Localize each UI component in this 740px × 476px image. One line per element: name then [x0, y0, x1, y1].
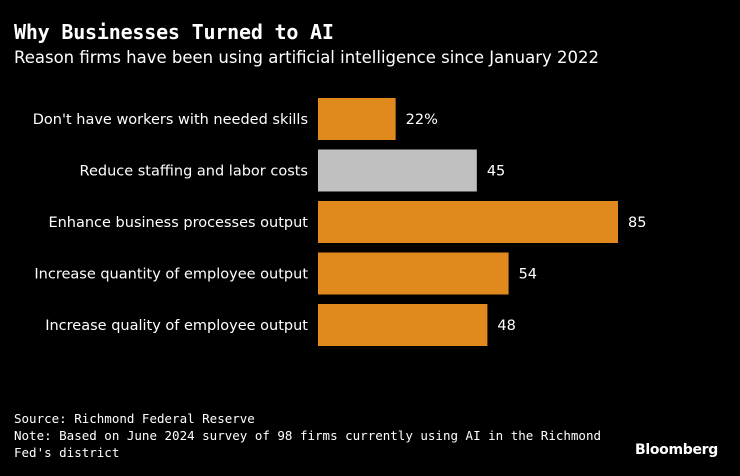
value-label: 54 [519, 267, 537, 283]
category-label: Reduce staffing and labor costs [80, 164, 308, 180]
bar [318, 149, 477, 192]
chart-subtitle: Reason firms have been using artificial … [14, 48, 600, 67]
category-label: Increase quality of employee output [45, 318, 308, 334]
value-label: 85 [628, 215, 646, 231]
bar [318, 98, 396, 140]
category-label: Don't have workers with needed skills [33, 112, 308, 128]
bar-chart: Don't have workers with needed skills 22%… [33, 98, 646, 346]
footnote: Note: Based on June 2024 survey of 98 fi… [14, 428, 601, 460]
source-note: Source: Richmond Federal Reserve [14, 411, 255, 426]
chart-title: Why Businesses Turned to AI [14, 20, 334, 44]
value-label: 45 [487, 164, 505, 180]
bar [318, 304, 488, 346]
value-label: 22% [406, 112, 438, 128]
bloomberg-logo: Bloomberg [634, 442, 718, 458]
bar [318, 252, 509, 295]
value-label: 48 [497, 318, 515, 334]
category-label: Increase quantity of employee output [34, 267, 308, 283]
bar [318, 201, 618, 243]
category-label: Enhance business processes output [48, 215, 308, 231]
